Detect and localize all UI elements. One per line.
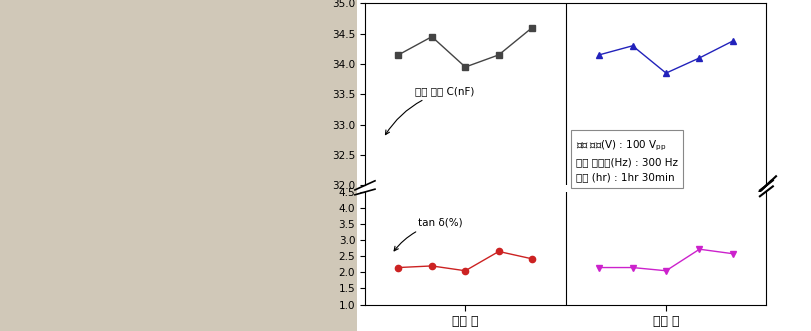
Text: 구동 전압(V) : 100 V$_{\mathregular{pp}}$
구동 주파수(Hz) : 300 Hz
시간 (hr) : 1hr 30min: 구동 전압(V) : 100 V$_{\mathregular{pp}}$ 구동…	[576, 138, 678, 182]
Text: 정전 용량 C(nF): 정전 용량 C(nF)	[385, 86, 474, 135]
Text: tan δ(%): tan δ(%)	[394, 218, 463, 251]
